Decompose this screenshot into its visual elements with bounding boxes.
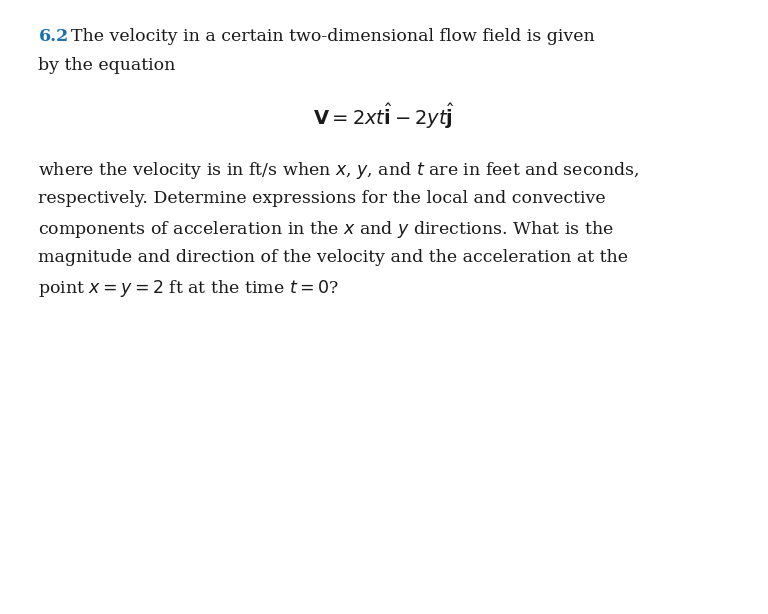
Text: respectively. Determine expressions for the local and convective: respectively. Determine expressions for … bbox=[38, 190, 606, 207]
Text: $\mathbf{V} = 2xt\hat{\mathbf{i}} - 2yt\hat{\mathbf{j}}$: $\mathbf{V} = 2xt\hat{\mathbf{i}} - 2yt\… bbox=[313, 101, 455, 131]
Text: where the velocity is in ft/s when $x$, $y$, and $t$ are in feet and seconds,: where the velocity is in ft/s when $x$, … bbox=[38, 160, 640, 181]
Text: components of acceleration in the $x$ and $y$ directions. What is the: components of acceleration in the $x$ an… bbox=[38, 219, 614, 240]
Text: magnitude and direction of the velocity and the acceleration at the: magnitude and direction of the velocity … bbox=[38, 249, 628, 266]
Text: point $x = y = 2$ ft at the time $t = 0$?: point $x = y = 2$ ft at the time $t = 0$… bbox=[38, 278, 339, 299]
Text: 6.2: 6.2 bbox=[38, 28, 68, 45]
Text: by the equation: by the equation bbox=[38, 57, 176, 74]
Text: The velocity in a certain two-dimensional flow field is given: The velocity in a certain two-dimensiona… bbox=[71, 28, 594, 45]
